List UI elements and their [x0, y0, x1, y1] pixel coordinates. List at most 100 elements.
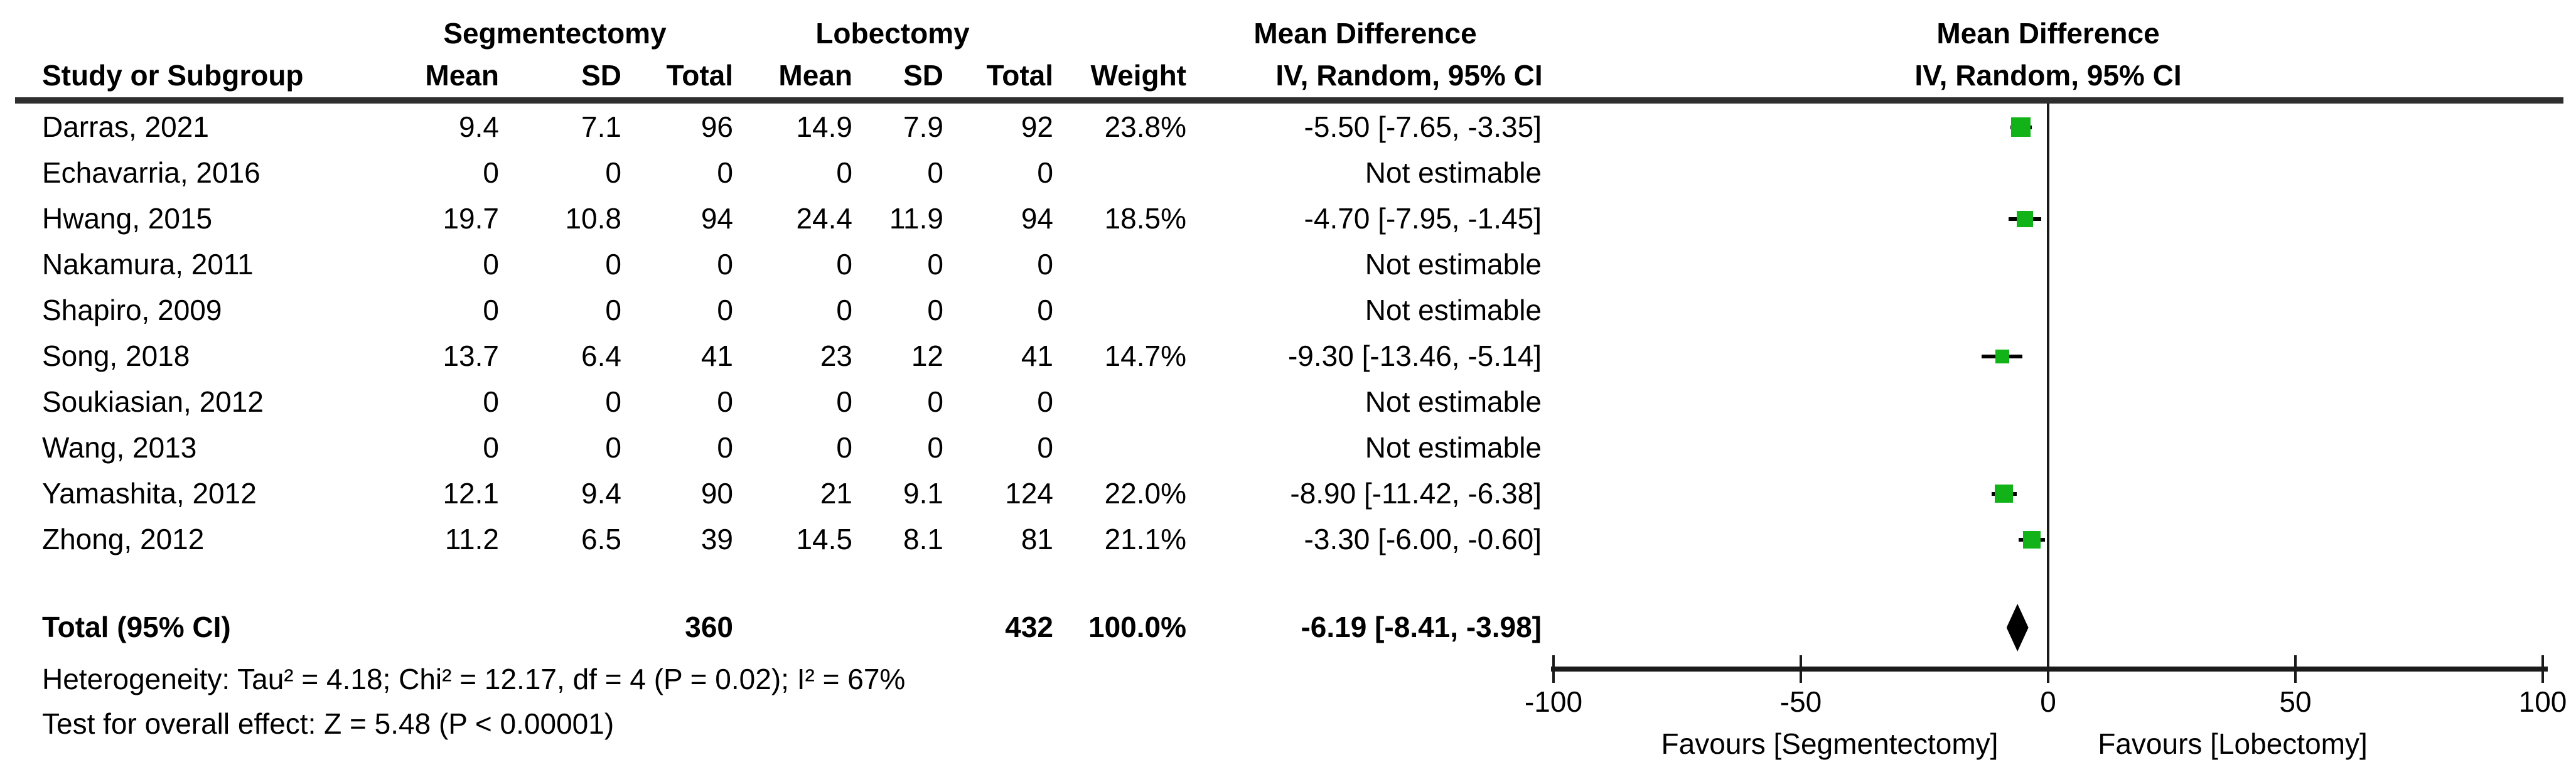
favours-left-label: Favours [Segmentectomy]: [1661, 727, 1999, 760]
total-md-ci: -6.19 [-8.41, -3.98]: [1301, 611, 1542, 643]
total-weight: 100.0%: [1088, 611, 1186, 643]
lob-total-cell: 94: [1021, 202, 1053, 235]
study-row: Nakamura, 2011 0 0 0 0 0 0 Not estimable: [0, 242, 2576, 287]
seg-sd-cell: 0: [605, 431, 621, 464]
col-header-weight: Weight: [1090, 59, 1186, 92]
study-row: Shapiro, 2009 0 0 0 0 0 0 Not estimable: [0, 287, 2576, 333]
lob-mean-cell: 21: [820, 477, 852, 510]
col-header-lob-sd: SD: [903, 59, 943, 92]
seg-total-cell: 90: [700, 477, 733, 510]
study-row: Zhong, 2012 11.2 6.5 39 14.5 8.1 81 21.1…: [0, 517, 2576, 562]
seg-total-cell: 0: [717, 431, 733, 464]
overall-effect-note: Test for overall effect: Z = 5.48 (P < 0…: [42, 707, 614, 740]
lob-mean-cell: 23: [820, 340, 852, 372]
lob-mean-cell: 0: [836, 156, 852, 189]
axis-tick-label: 50: [2279, 685, 2312, 718]
study-row: Song, 2018 13.7 6.4 41 23 12 41 14.7% -9…: [0, 333, 2576, 379]
md-ci-cell: -8.90 [-11.42, -6.38]: [1290, 477, 1542, 510]
md-ci-cell: -5.50 [-7.65, -3.35]: [1304, 110, 1542, 143]
axis-tick-label: 100: [2518, 685, 2567, 718]
study-row: Wang, 2013 0 0 0 0 0 0 Not estimable: [0, 425, 2576, 471]
lob-total-cell: 0: [1037, 385, 1053, 418]
total-seg-n: 360: [685, 611, 733, 643]
lob-mean-cell: 14.9: [796, 110, 852, 143]
col-header-study: Study or Subgroup: [42, 59, 304, 92]
lob-total-cell: 0: [1037, 431, 1053, 464]
seg-total-cell: 96: [700, 110, 733, 143]
group-header-segmentectomy: Segmentectomy: [443, 17, 667, 50]
seg-sd-cell: 6.4: [581, 340, 621, 372]
effect-square: [1995, 485, 2014, 503]
lob-sd-cell: 11.9: [889, 202, 943, 235]
study-name: Nakamura, 2011: [42, 248, 254, 281]
seg-mean-cell: 9.4: [459, 110, 499, 143]
col-header-seg-mean: Mean: [425, 59, 499, 92]
weight-cell: 18.5%: [1104, 202, 1186, 235]
seg-mean-cell: 0: [483, 431, 499, 464]
lob-mean-cell: 0: [836, 248, 852, 281]
md-ci-cell: Not estimable: [1365, 248, 1542, 281]
study-row: Darras, 2021 9.4 7.1 96 14.9 7.9 92 23.8…: [0, 104, 2576, 150]
total-lob-n: 432: [1005, 611, 1053, 643]
study-name: Echavarria, 2016: [42, 156, 260, 189]
study-name: Hwang, 2015: [42, 202, 213, 235]
study-name: Yamashita, 2012: [42, 477, 257, 510]
col-header-seg-total: Total: [666, 59, 733, 92]
group-header-lobectomy: Lobectomy: [815, 17, 970, 50]
axis-tick: [1552, 655, 1555, 683]
x-axis-line: [1551, 667, 2548, 672]
col-header-lob-total: Total: [986, 59, 1053, 92]
lob-sd-cell: 0: [927, 156, 943, 189]
seg-total-cell: 94: [700, 202, 733, 235]
effect-square: [1995, 349, 2009, 363]
seg-mean-cell: 0: [483, 385, 499, 418]
lob-sd-cell: 0: [927, 248, 943, 281]
seg-mean-cell: 11.2: [444, 523, 499, 555]
seg-mean-cell: 0: [483, 294, 499, 326]
weight-cell: 14.7%: [1104, 340, 1186, 372]
col-header-seg-sd: SD: [581, 59, 621, 92]
weight-cell: 23.8%: [1104, 110, 1186, 143]
md-ci-cell: Not estimable: [1365, 431, 1542, 464]
seg-total-cell: 39: [700, 523, 733, 555]
seg-mean-cell: 0: [483, 156, 499, 189]
lob-mean-cell: 0: [836, 385, 852, 418]
study-row: Echavarria, 2016 0 0 0 0 0 0 Not estimab…: [0, 150, 2576, 196]
col-header-lob-mean: Mean: [778, 59, 852, 92]
lob-total-cell: 41: [1021, 340, 1053, 372]
study-name: Soukiasian, 2012: [42, 385, 264, 418]
seg-total-cell: 0: [717, 294, 733, 326]
seg-mean-cell: 12.1: [443, 477, 499, 510]
lob-mean-cell: 24.4: [796, 202, 852, 235]
axis-tick-label: -100: [1524, 685, 1583, 718]
axis-tick-label: -50: [1779, 685, 1822, 718]
col-header-iv-right: IV, Random, 95% CI: [1914, 59, 2182, 92]
seg-sd-cell: 0: [605, 294, 621, 326]
seg-mean-cell: 13.7: [443, 340, 499, 372]
md-header-left: Mean Difference: [1253, 17, 1477, 50]
lob-sd-cell: 9.1: [903, 477, 943, 510]
md-ci-cell: Not estimable: [1365, 385, 1542, 418]
md-ci-cell: Not estimable: [1365, 156, 1542, 189]
lob-total-cell: 81: [1021, 523, 1053, 555]
md-header-right: Mean Difference: [1936, 17, 2160, 50]
axis-tick-label: 0: [2040, 685, 2056, 718]
lob-total-cell: 124: [1005, 477, 1053, 510]
total-label: Total (95% CI): [42, 611, 231, 643]
lob-total-cell: 0: [1037, 294, 1053, 326]
seg-sd-cell: 6.5: [581, 523, 621, 555]
effect-square: [2011, 117, 2031, 137]
seg-sd-cell: 0: [605, 248, 621, 281]
study-name: Wang, 2013: [42, 431, 197, 464]
study-row: Yamashita, 2012 12.1 9.4 90 21 9.1 124 2…: [0, 471, 2576, 517]
seg-mean-cell: 0: [483, 248, 499, 281]
seg-sd-cell: 0: [605, 156, 621, 189]
md-ci-cell: Not estimable: [1365, 294, 1542, 326]
lob-mean-cell: 0: [836, 431, 852, 464]
seg-sd-cell: 0: [605, 385, 621, 418]
study-name: Zhong, 2012: [42, 523, 205, 555]
favours-right-label: Favours [Lobectomy]: [2098, 727, 2368, 760]
study-name: Song, 2018: [42, 340, 190, 372]
col-header-iv-left: IV, Random, 95% CI: [1275, 59, 1543, 92]
